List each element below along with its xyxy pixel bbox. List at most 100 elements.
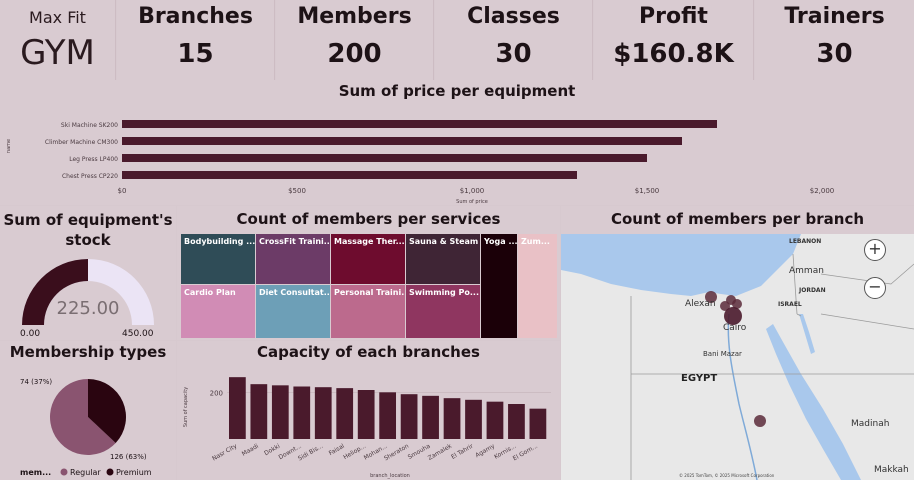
red-sea (766, 324, 861, 480)
equipment-category-label: Climber Machine CM300 (45, 139, 118, 146)
treemap-cell-swimming[interactable]: Swimming Po... (406, 285, 480, 338)
map-label-jordan: JORDAN (798, 287, 826, 294)
logo-line1: Max Fit (29, 8, 86, 27)
capacity-bar (508, 404, 525, 439)
capacity-bar (486, 401, 504, 439)
kpi-value: 30 (816, 39, 853, 69)
equipment-x-tick: $0 (118, 187, 127, 195)
kpi-branches: Branches 15 (117, 0, 275, 80)
capacity-bar (314, 387, 332, 439)
map-label-lebanon: LEBANON (789, 238, 821, 245)
legend-premium-label: Premium (116, 468, 152, 477)
pie-slice-regular (49, 379, 116, 455)
kpi-value: $160.8K (613, 39, 734, 69)
equipment-category-label: Chest Press CP220 (62, 173, 118, 180)
map-label-cairo: Cairo (723, 323, 747, 333)
pie-slice-premium (88, 379, 126, 444)
nile-river (727, 313, 758, 480)
branch-bubble[interactable] (754, 415, 766, 427)
kpi-classes: Classes 30 (435, 0, 593, 80)
branch-map[interactable]: LEBANON Amman JORDAN ISRAEL Alexan Cairo… (561, 234, 914, 480)
pie-label-premium: 74 (37%) (20, 378, 52, 386)
equipment-bar (122, 154, 647, 162)
capacity-x-label: branch_location (370, 473, 410, 479)
branch-bubble[interactable] (724, 307, 742, 325)
capacity-category-label: Agamy (474, 442, 496, 459)
map-label-israel: ISRAEL (778, 301, 802, 308)
logo-card: Max Fit GYM (0, 0, 116, 80)
map-label-egypt: EGYPT (681, 373, 717, 384)
capacity-category-label: El Gom... (512, 443, 539, 463)
capacity-bar (357, 390, 375, 439)
branch-bubble[interactable] (720, 301, 730, 311)
treemap-cell-bodybuilding[interactable]: Bodybuilding ... (181, 234, 255, 284)
gauge-min: 0.00 (20, 329, 40, 339)
capacity-y-label: Sum of capacity (183, 387, 189, 427)
capacity-bar (465, 399, 482, 439)
capacity-bar (379, 392, 397, 439)
map-label-beni: Bani Mazar (703, 350, 742, 358)
treemap-cell-crossfit[interactable]: CrossFit Traini... (256, 234, 330, 284)
capacity-bar (271, 385, 289, 439)
pie-label-regular: 126 (63%) (110, 453, 147, 461)
equipment-x-tick: $2,000 (810, 187, 835, 195)
gauge-max: 450.00 (122, 329, 154, 339)
map-panel: Count of members per branch LEBANON Amma… (561, 206, 914, 480)
kpi-members: Members 200 (276, 0, 434, 80)
legend-regular-swatch (60, 468, 68, 476)
stock-gauge: 225.00 0.00 450.00 (20, 259, 154, 339)
gauge-fill (22, 259, 88, 325)
treemap-cell-cardio[interactable]: Cardio Plan (181, 285, 255, 338)
equipment-x-tick: $1,000 (460, 187, 485, 195)
legend-title: mem... (20, 468, 51, 477)
membership-title: Membership types (9, 343, 167, 361)
kpi-trainers: Trainers 30 (755, 0, 914, 80)
branch-bubble[interactable] (705, 291, 717, 303)
capacity-bar (293, 386, 311, 439)
equipment-y-label: name (6, 139, 12, 153)
equipment-bar (122, 137, 682, 145)
map-label-makkah: Makkah (874, 465, 909, 475)
equipment-x-label: Sum of price (456, 199, 488, 205)
kpi-label: Classes (467, 4, 560, 29)
logo-line2: GYM (20, 33, 95, 73)
equipment-chart-panel: Sum of price per equipment Ski Machine S… (0, 80, 914, 205)
gauge-value: 225.00 (57, 298, 120, 319)
capacity-category-label: El Tahrir (450, 442, 475, 460)
map-label-madinah: Madinah (851, 419, 889, 429)
capacity-bar (422, 395, 439, 439)
treemap-cell-yoga[interactable]: Yoga ... (481, 234, 517, 338)
kpi-value: 15 (177, 39, 214, 69)
map-label-alexandria: Alexan (685, 299, 716, 309)
map-attribution: © 2025 TomTom, © 2025 Microsoft Corporat… (679, 473, 775, 478)
treemap-cell-diet[interactable]: Diet Consultat... (256, 285, 330, 338)
membership-panel: Membership types 74 (37%) 126 (63%) mem.… (0, 341, 176, 480)
zoom-out-button[interactable]: − (864, 277, 886, 299)
membership-pie: 74 (37%) 126 (63%) mem... Regular Premiu… (20, 378, 152, 477)
capacity-bar (400, 394, 418, 439)
equipment-x-tick: $500 (288, 187, 306, 195)
mediterranean-sea (561, 234, 801, 296)
kpi-value: 200 (327, 39, 382, 69)
gulf-aqaba (799, 314, 815, 354)
map-label-amman: Amman (789, 266, 824, 276)
treemap-cell-personal[interactable]: Personal Traini... (331, 285, 405, 338)
capacity-bar (229, 377, 246, 439)
capacity-category-label: Sidi Bis... (297, 443, 324, 463)
capacity-chart-panel: Capacity of each branches 200 Nasr City Ma… (177, 341, 560, 480)
kpi-label: Profit (639, 4, 708, 29)
capacity-category-label: Maadi (241, 443, 260, 458)
map-title: Count of members per branch (610, 210, 865, 228)
legend-premium-swatch (106, 468, 114, 476)
treemap-cell-sauna[interactable]: Sauna & Steam (406, 234, 480, 284)
services-treemap-panel: Count of members per services Bodybuildi… (177, 206, 560, 340)
zoom-in-button[interactable]: + (864, 239, 886, 261)
capacity-bar (529, 408, 547, 439)
equipment-category-label: Ski Machine SK200 (61, 122, 118, 129)
treemap-cell-zumba[interactable]: Zum... (518, 234, 557, 338)
capacity-y-tick: 200 (210, 389, 223, 397)
equipment-chart: Ski Machine SK200 Climber Machine CM300 Le… (6, 120, 835, 205)
branch-bubble[interactable] (732, 299, 742, 309)
treemap-cell-massage[interactable]: Massage Ther... (331, 234, 405, 284)
